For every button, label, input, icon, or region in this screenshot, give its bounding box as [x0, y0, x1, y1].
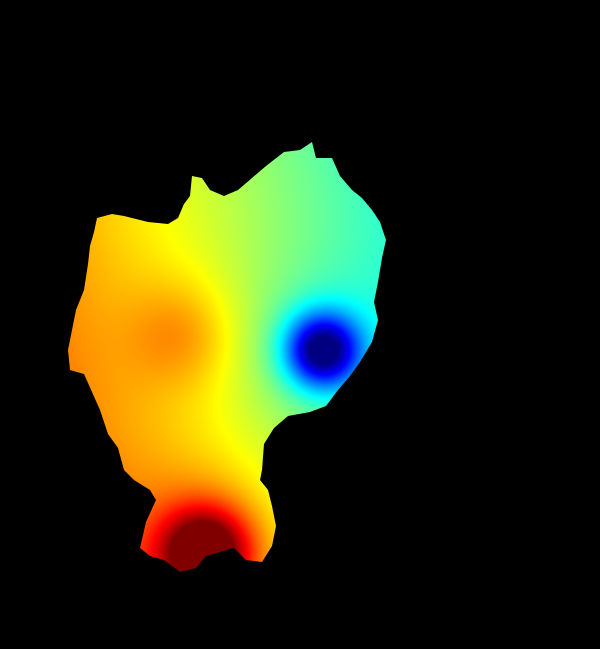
heatmap-region-map: [68, 142, 386, 572]
